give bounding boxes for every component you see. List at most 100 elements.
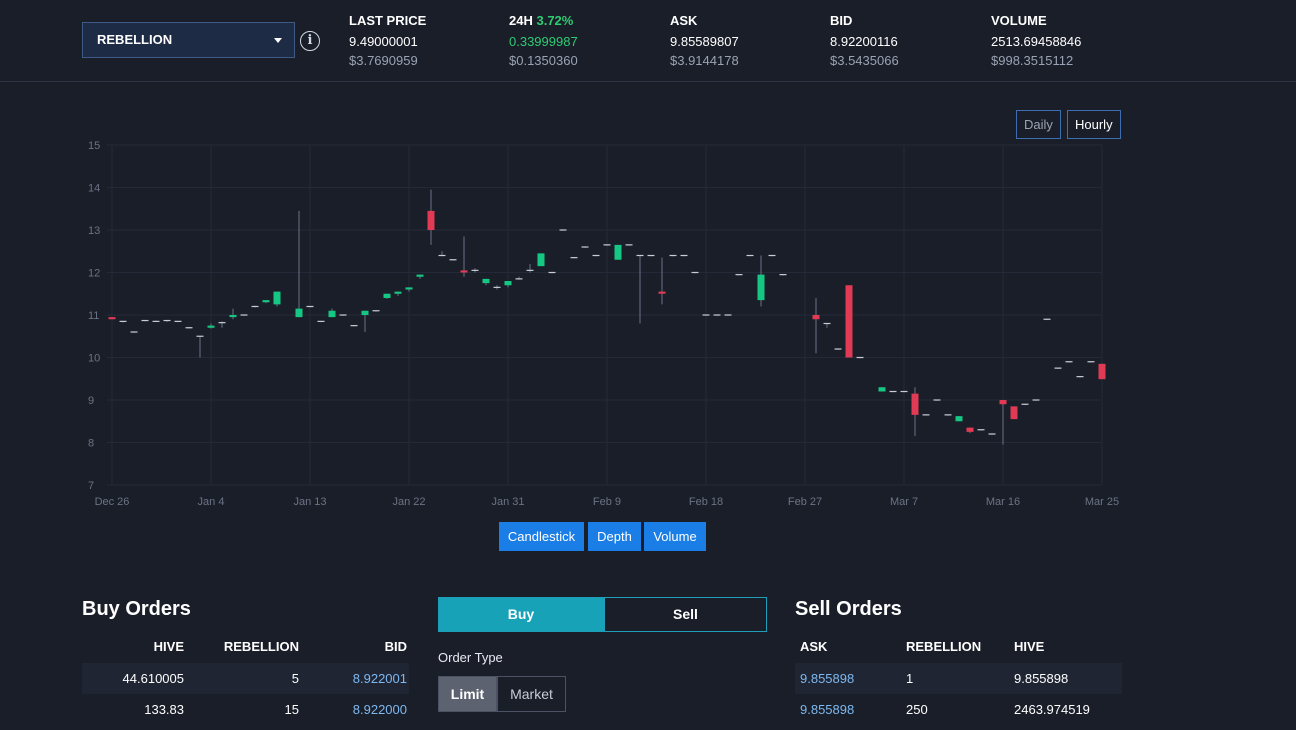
candle-body bbox=[405, 287, 413, 290]
cell: 2463.974519 bbox=[1014, 702, 1090, 717]
y-tick-label: 11 bbox=[88, 310, 99, 322]
chevron-down-icon bbox=[274, 38, 282, 43]
token-dropdown[interactable]: REBELLION bbox=[82, 22, 295, 58]
candle-body bbox=[108, 317, 116, 320]
candle-body bbox=[757, 274, 765, 301]
x-tick-label: Jan 22 bbox=[392, 496, 425, 508]
candle-body bbox=[427, 210, 435, 230]
candlestick-chart: 7 8 9 10 11 12 13 14 15 Dec 26 Jan 4 Jan 13 Jan 22 Ja… bbox=[88, 140, 1119, 508]
chart-candles bbox=[108, 189, 1106, 445]
candle-body bbox=[295, 308, 303, 318]
sell-tab[interactable]: Sell bbox=[604, 597, 767, 632]
buy-orders-table: HIVE REBELLION BID 44.610005 5 8.922001 … bbox=[82, 631, 409, 725]
stat-24h: 24H 3.72% 0.33999987 $0.1350360 bbox=[509, 13, 578, 70]
stat-label: BID bbox=[830, 13, 853, 28]
order-type-label: Order Type bbox=[438, 650, 503, 665]
cell: 5 bbox=[291, 671, 299, 686]
hourly-button[interactable]: Hourly bbox=[1067, 110, 1121, 139]
cell: 9.855898 bbox=[800, 671, 855, 686]
market-button[interactable]: Market bbox=[497, 676, 566, 712]
candle-body bbox=[207, 325, 215, 328]
y-tick-label: 9 bbox=[88, 395, 94, 407]
stat-usd: $998.3515112 bbox=[991, 53, 1074, 68]
x-tick-label: Mar 7 bbox=[890, 496, 918, 508]
stat-label: ASK bbox=[670, 13, 698, 28]
stat-value: 8.92200116 bbox=[830, 34, 898, 49]
x-tick-label: Dec 26 bbox=[95, 496, 130, 508]
candle-body bbox=[537, 253, 545, 267]
cell: 44.610005 bbox=[122, 671, 184, 686]
candle-body bbox=[460, 270, 468, 273]
candle-body bbox=[328, 310, 336, 318]
candle-body bbox=[361, 310, 369, 315]
col-header: HIVE bbox=[1014, 639, 1045, 654]
token-dropdown-value: REBELLION bbox=[97, 32, 173, 47]
sell-orders-title: Sell Orders bbox=[795, 598, 902, 620]
candle-body bbox=[614, 244, 622, 260]
stat-bid: BID 8.92200116 $3.5435066 bbox=[830, 13, 899, 70]
cell: 250 bbox=[906, 702, 928, 717]
y-tick-label: 7 bbox=[88, 480, 94, 492]
candle-body bbox=[845, 285, 853, 358]
stat-24h-percent: 3.72% bbox=[536, 13, 574, 28]
candle-body bbox=[504, 281, 512, 286]
stat-usd: $3.9144178 bbox=[670, 53, 739, 68]
buy-orders-title: Buy Orders bbox=[82, 598, 191, 620]
cell: 15 bbox=[284, 702, 299, 717]
sell-orders-table: ASK REBELLION HIVE 9.855898 1 9.855898 9… bbox=[795, 631, 1122, 725]
candle-body bbox=[1098, 363, 1106, 380]
x-tick-label: Jan 13 bbox=[293, 496, 326, 508]
candle-body bbox=[482, 278, 490, 284]
stat-last-price: LAST PRICE 9.49000001 $3.7690959 bbox=[349, 13, 426, 70]
stat-usd: $0.1350360 bbox=[509, 53, 578, 68]
limit-button[interactable]: Limit bbox=[438, 676, 497, 712]
candle-body bbox=[999, 400, 1007, 405]
info-icon[interactable]: i bbox=[300, 31, 320, 51]
candle-body bbox=[955, 416, 963, 422]
daily-button[interactable]: Daily bbox=[1016, 110, 1061, 139]
stat-value: 9.85589807 bbox=[670, 34, 739, 49]
table-header: ASK REBELLION HIVE bbox=[795, 631, 1122, 663]
table-header: HIVE REBELLION BID bbox=[82, 631, 409, 663]
y-tick-label: 10 bbox=[88, 353, 100, 365]
cell: 133.83 bbox=[144, 702, 184, 717]
col-header: BID bbox=[384, 639, 407, 654]
candle-body bbox=[966, 427, 974, 432]
stat-usd: $3.7690959 bbox=[349, 53, 418, 68]
chart-grid bbox=[107, 144, 1103, 486]
stat-label: LAST PRICE bbox=[349, 13, 427, 28]
volume-tab[interactable]: Volume bbox=[644, 522, 706, 551]
col-header: REBELLION bbox=[906, 639, 982, 654]
candle-body bbox=[229, 315, 237, 318]
x-tick-label: Jan 31 bbox=[491, 496, 524, 508]
cell: 1 bbox=[906, 671, 914, 686]
candle-body bbox=[878, 387, 886, 392]
y-tick-label: 12 bbox=[88, 268, 100, 280]
col-header: REBELLION bbox=[223, 639, 299, 654]
cell: 8.922001 bbox=[352, 671, 407, 686]
candlestick-tab[interactable]: Candlestick bbox=[499, 522, 584, 551]
cell: 8.922000 bbox=[352, 702, 407, 717]
candle-body bbox=[262, 300, 270, 303]
x-tick-label: Jan 4 bbox=[198, 496, 225, 508]
stat-value: 0.33999987 bbox=[509, 34, 578, 49]
y-tick-label: 8 bbox=[88, 438, 94, 450]
table-row[interactable]: 9.855898 1 9.855898 bbox=[795, 663, 1122, 694]
col-header: ASK bbox=[800, 639, 828, 654]
stat-value: 2513.69458846 bbox=[991, 34, 1082, 49]
depth-tab[interactable]: Depth bbox=[588, 522, 641, 551]
table-row[interactable]: 133.83 15 8.922000 bbox=[82, 694, 409, 725]
buy-tab[interactable]: Buy bbox=[438, 597, 604, 632]
stat-volume: VOLUME 2513.69458846 $998.3515112 bbox=[991, 13, 1081, 70]
candle-body bbox=[1010, 406, 1018, 420]
chart-axes: 7 8 9 10 11 12 13 14 15 Dec 26 Jan 4 Jan 13 Jan 22 Ja… bbox=[88, 140, 1119, 508]
col-header: HIVE bbox=[153, 639, 184, 654]
table-row[interactable]: 9.855898 250 2463.974519 bbox=[795, 694, 1122, 725]
stat-label: VOLUME bbox=[991, 13, 1047, 28]
x-tick-label: Mar 16 bbox=[986, 496, 1020, 508]
y-tick-label: 15 bbox=[88, 140, 100, 152]
candle-body bbox=[383, 293, 391, 298]
candle-body bbox=[273, 291, 281, 305]
table-row[interactable]: 44.610005 5 8.922001 bbox=[82, 663, 409, 694]
x-tick-label: Feb 9 bbox=[593, 496, 621, 508]
